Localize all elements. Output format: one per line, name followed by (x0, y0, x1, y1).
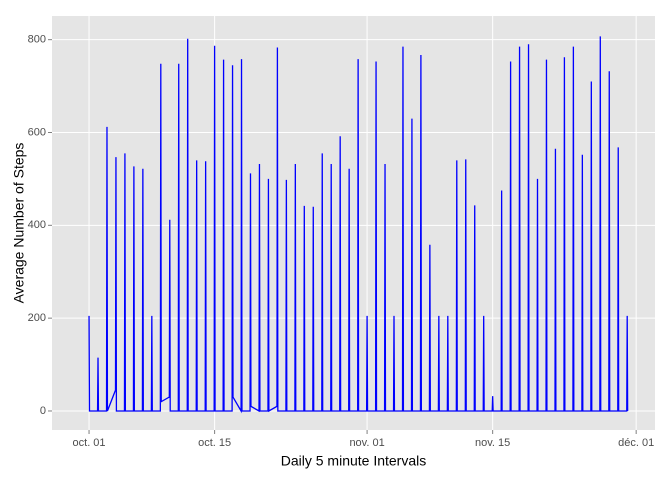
y-tick-label: 400 (28, 219, 46, 231)
x-tick-label: déc. 01 (618, 437, 654, 449)
y-tick-label: 0 (40, 405, 46, 417)
y-tick-label: 600 (28, 126, 46, 138)
y-tick-label: 800 (28, 34, 46, 46)
y-axis-title: Average Number of Steps (11, 143, 27, 304)
data-line (88, 36, 629, 414)
x-axis-title: Daily 5 minute Intervals (281, 453, 427, 469)
x-tick-label: oct. 01 (73, 437, 106, 449)
x-tick-label: oct. 15 (198, 437, 231, 449)
y-tick-label: 200 (28, 312, 46, 324)
x-tick-label: nov. 15 (475, 437, 510, 449)
x-tick-label: nov. 01 (349, 437, 384, 449)
